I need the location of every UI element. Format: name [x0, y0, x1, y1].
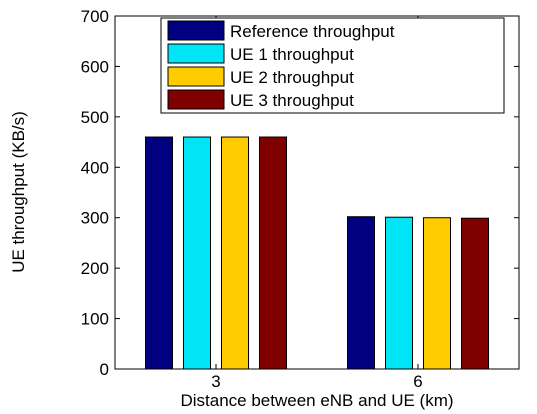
legend-swatch: [167, 20, 225, 41]
y-tick-label: 0: [100, 360, 109, 379]
bar: [259, 136, 287, 370]
bar: [221, 136, 249, 370]
bar: [385, 216, 413, 370]
x-tick-label: 3: [211, 372, 220, 391]
x-axis-title: Distance between eNB and UE (km): [180, 391, 453, 410]
bar: [347, 216, 375, 370]
y-axis: 0 100 200 300 400 500 600 700: [81, 7, 519, 379]
x-tick-label: 6: [413, 372, 422, 391]
legend-swatch: [167, 66, 225, 87]
y-tick-label: 700: [81, 7, 109, 26]
y-tick-label: 400: [81, 158, 109, 177]
legend-swatch: [167, 43, 225, 64]
y-tick-label: 500: [81, 108, 109, 127]
legend-label: UE 3 throughput: [230, 91, 354, 110]
bar: [461, 217, 489, 370]
bars-group: [145, 136, 489, 370]
bar: [183, 136, 211, 370]
legend-label: Reference throughput: [230, 22, 395, 41]
y-axis-title: UE throughput (KB/s): [9, 111, 28, 273]
legend: Reference throughput UE 1 throughput UE 2 …: [160, 17, 505, 114]
y-tick-label: 300: [81, 209, 109, 228]
legend-swatch: [167, 89, 225, 110]
bar: [145, 136, 173, 370]
y-tick-label: 600: [81, 57, 109, 76]
y-tick-label: 100: [81, 310, 109, 329]
y-tick-label: 200: [81, 259, 109, 278]
legend-label: UE 1 throughput: [230, 45, 354, 64]
bar: [423, 217, 451, 370]
legend-label: UE 2 throughput: [230, 68, 354, 87]
